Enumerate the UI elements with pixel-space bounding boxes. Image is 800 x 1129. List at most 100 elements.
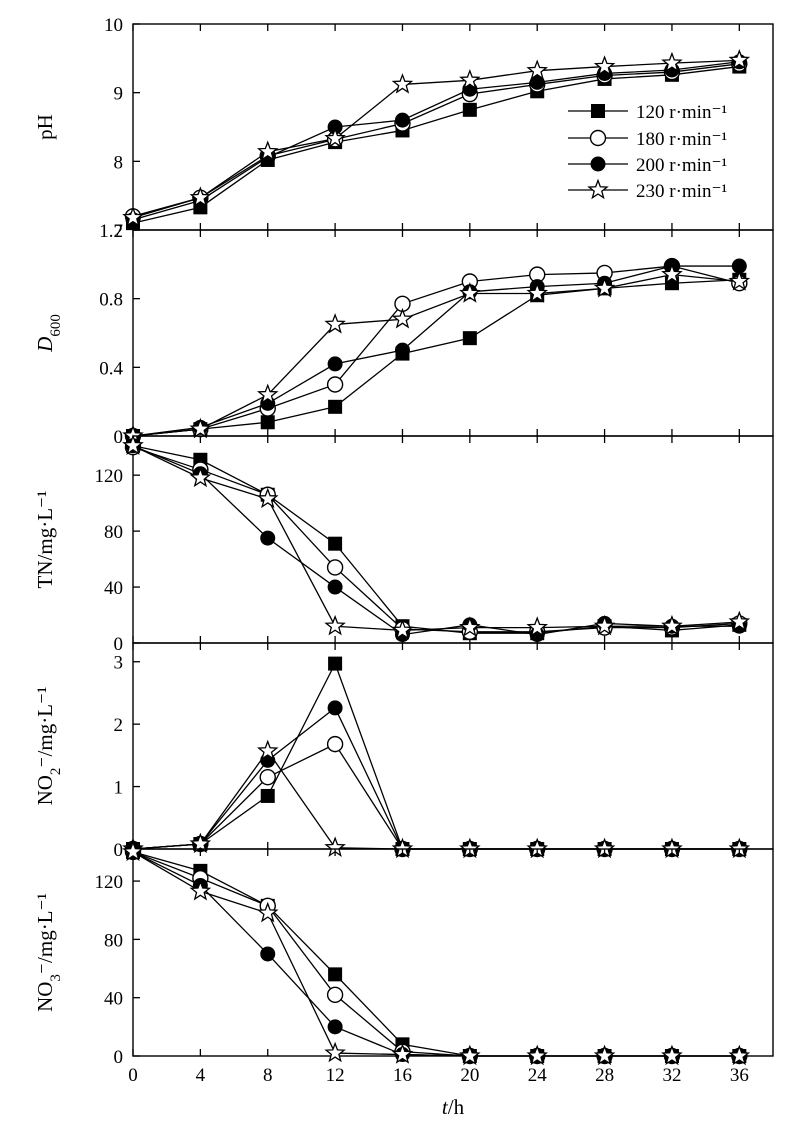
data-point xyxy=(391,307,414,329)
data-point xyxy=(326,735,344,753)
legend-label: 230 r·min⁻¹ xyxy=(636,181,727,202)
x-axis-label: t/h xyxy=(442,1095,465,1119)
y-tick-label: 2 xyxy=(114,715,124,736)
data-point xyxy=(326,986,344,1003)
y-axis-label: D600 xyxy=(33,314,64,353)
series-line xyxy=(132,743,740,850)
y-tick-label: 8 xyxy=(114,152,124,173)
series-line xyxy=(132,445,740,636)
data-point xyxy=(529,74,545,90)
series-line xyxy=(132,279,740,437)
data-point xyxy=(328,399,343,414)
y-tick-label: 3 xyxy=(114,653,124,674)
data-point xyxy=(731,258,747,274)
y-tick-label: 0 xyxy=(114,1047,124,1068)
y-axis-label-tail: ⁻/mg·L⁻¹ xyxy=(33,687,57,768)
data-point xyxy=(324,313,346,334)
data-point xyxy=(728,49,751,70)
data-point xyxy=(526,59,549,80)
x-tick-label: 4 xyxy=(196,1065,206,1086)
legend-label: 120 r·min⁻¹ xyxy=(636,102,727,123)
data-point xyxy=(256,739,279,761)
y-axis-label-sub: 2 xyxy=(48,768,64,776)
data-point xyxy=(189,417,212,439)
panel-frame xyxy=(132,848,774,1057)
data-point xyxy=(256,901,279,923)
data-point xyxy=(122,434,144,455)
data-point xyxy=(122,840,144,862)
y-axis-label-main: pH xyxy=(33,114,57,140)
data-point xyxy=(327,356,343,372)
data-point xyxy=(728,270,751,291)
data-point xyxy=(260,530,276,546)
data-point xyxy=(526,616,549,637)
data-point xyxy=(593,1044,616,1066)
panel-frame xyxy=(132,435,774,644)
legend-item: 200 r·min⁻¹ xyxy=(568,155,727,176)
data-point xyxy=(189,832,212,854)
y-tick-label: 120 xyxy=(95,872,124,893)
legend: 120 r·min⁻¹ 180 r·min⁻¹ 200 r·min⁻¹ 230 r·m… xyxy=(568,102,727,202)
y-axis-label-tail: ⁻/mg·L⁻¹ xyxy=(33,893,57,974)
y-axis-label: NO2⁻/mg·L⁻¹ xyxy=(33,687,64,806)
y-axis-label-main: NO xyxy=(33,982,57,1012)
series-line xyxy=(132,61,740,221)
data-point xyxy=(328,536,343,551)
series-line xyxy=(132,265,740,437)
y-axis-label-sub: 3 xyxy=(48,974,64,982)
y-tick-label: 0.8 xyxy=(99,290,123,311)
data-point xyxy=(391,73,414,94)
data-point xyxy=(256,383,279,404)
data-point xyxy=(256,487,279,509)
legend-marker xyxy=(589,129,607,147)
data-point xyxy=(593,55,616,76)
data-point xyxy=(260,788,275,803)
data-point xyxy=(189,186,212,207)
y-tick-label: 0.4 xyxy=(99,358,123,379)
data-point xyxy=(661,263,683,284)
data-point xyxy=(462,102,477,117)
data-point xyxy=(728,1044,751,1066)
y-tick-label: 40 xyxy=(104,578,123,599)
x-tick-label: 20 xyxy=(460,1065,479,1086)
y-axis-label: TN/mg·L⁻¹ xyxy=(33,491,57,589)
legend-label: 180 r·min⁻¹ xyxy=(636,129,727,150)
data-point xyxy=(259,769,276,786)
legend-item: 230 r·min⁻¹ xyxy=(568,178,727,202)
panel-frame xyxy=(132,642,774,850)
data-point xyxy=(189,466,212,488)
data-point xyxy=(326,376,344,393)
series-line xyxy=(132,445,740,632)
y-tick-label: 9 xyxy=(114,84,124,105)
data-point xyxy=(661,51,683,73)
legend-item: 180 r·min⁻¹ xyxy=(568,129,727,150)
legend-marker xyxy=(590,156,606,172)
data-point xyxy=(256,140,279,161)
data-point xyxy=(391,619,414,640)
data-point xyxy=(394,112,410,128)
data-point xyxy=(459,616,481,637)
series-line xyxy=(132,65,740,224)
y-axis-label: pH xyxy=(33,114,57,140)
data-point xyxy=(593,277,616,298)
y-tick-label: 1.2 xyxy=(99,221,123,242)
data-point xyxy=(328,967,343,982)
x-tick-label: 24 xyxy=(528,1065,548,1086)
series-line xyxy=(132,851,740,1057)
data-point xyxy=(324,614,346,636)
data-point xyxy=(391,1043,414,1064)
y-tick-label: 10 xyxy=(104,15,123,36)
data-point xyxy=(324,1041,346,1063)
series-line xyxy=(132,445,740,634)
x-tick-label: 36 xyxy=(730,1065,749,1086)
series-line xyxy=(132,446,740,633)
data-point xyxy=(593,614,616,636)
legend-label: 200 r·min⁻¹ xyxy=(636,155,727,176)
data-point xyxy=(526,1044,549,1066)
x-axis-label-var: t xyxy=(442,1095,449,1119)
y-tick-label: 0 xyxy=(114,427,124,448)
data-point xyxy=(661,1044,683,1066)
data-point xyxy=(526,282,549,303)
